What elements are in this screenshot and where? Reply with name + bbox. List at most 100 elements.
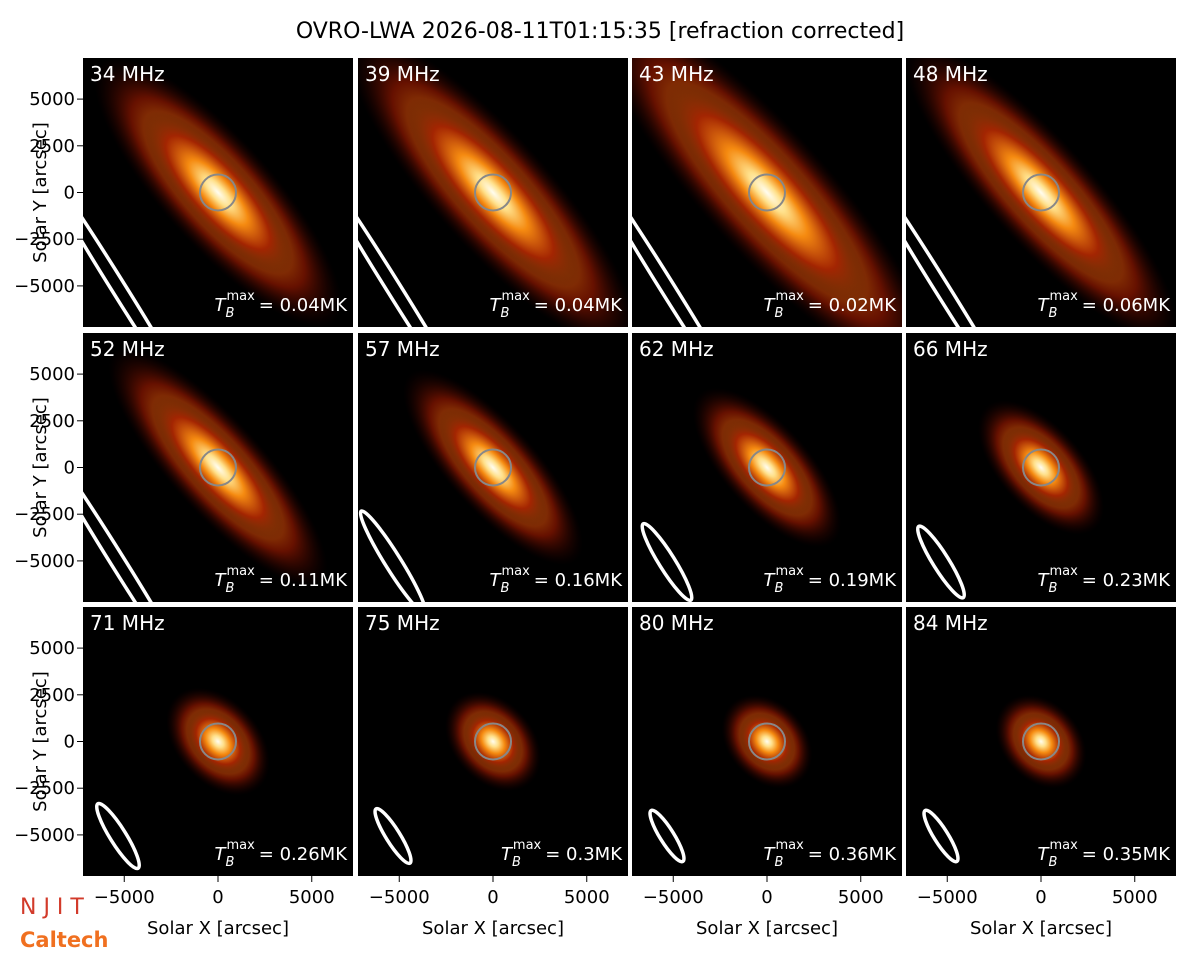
tb-subscript: B	[501, 581, 510, 596]
tb-subscript: B	[775, 855, 784, 870]
tb-max-label: TBmax = 0.04MK	[215, 289, 349, 321]
emission-core	[143, 111, 293, 274]
tb-superscript: max	[775, 564, 804, 579]
y-axis-label: Solar Y [arcsec]	[30, 122, 51, 263]
solar-disk	[474, 722, 512, 761]
y-tick-label: −5000	[14, 551, 75, 572]
tb-superscript: max	[501, 289, 530, 304]
tb-max-label: TBmax = 0.04MK	[490, 289, 624, 321]
solar-disk	[1022, 722, 1060, 761]
solar-disk	[199, 722, 237, 761]
emission-core	[1002, 427, 1080, 508]
tb-symbol: T	[215, 295, 228, 316]
tb-symbol: T	[764, 295, 777, 316]
panel	[83, 58, 353, 327]
logo-caltech: Caltech	[20, 928, 108, 952]
solar-disk	[748, 722, 786, 761]
panel	[906, 58, 1176, 327]
solar-disk	[1022, 173, 1060, 212]
frequency-label: 75 MHz	[365, 611, 440, 635]
x-tick-label: 5000	[838, 887, 884, 908]
tb-max-label: TBmax = 0.11MK	[215, 564, 349, 596]
tb-symbol: T	[490, 295, 503, 316]
frequency-label: 48 MHz	[913, 62, 988, 86]
emission-core	[1013, 713, 1069, 770]
tb-max-label: TBmax = 0.23MK	[1038, 564, 1172, 596]
tb-superscript: max	[775, 289, 804, 304]
y-tick-label: 0	[64, 732, 75, 753]
logo-njit: N J I T	[20, 895, 84, 920]
x-tick-label: −5000	[369, 887, 430, 908]
x-tick-label: 0	[761, 887, 772, 908]
tb-value: = 0.11MK	[259, 570, 348, 591]
panel	[358, 58, 628, 327]
solar-disk	[748, 448, 786, 487]
x-tick-label: −5000	[643, 887, 704, 908]
y-tick-label: 5000	[29, 638, 75, 659]
solar-disk	[748, 173, 786, 212]
tb-symbol: T	[1038, 570, 1051, 591]
panel	[906, 333, 1176, 602]
tb-symbol: T	[490, 570, 503, 591]
figure-title: OVRO-LWA 2026-08-11T01:15:35 [refraction…	[296, 19, 904, 44]
tb-value: = 0.16MK	[534, 570, 623, 591]
solar-disk	[199, 173, 237, 212]
tb-max-label: TBmax = 0.19MK	[764, 564, 898, 596]
y-axis-label: Solar Y [arcsec]	[30, 397, 51, 538]
frequency-label: 43 MHz	[639, 62, 714, 86]
tb-value: = 0.19MK	[808, 570, 897, 591]
y-tick-label: −2500	[14, 504, 75, 525]
x-axis-label: Solar X [arcsec]	[422, 918, 564, 939]
tb-superscript: max	[1049, 838, 1078, 853]
tb-symbol: T	[1038, 295, 1051, 316]
panel	[632, 607, 902, 876]
panel	[358, 333, 628, 602]
panel	[632, 58, 902, 327]
emission-core	[959, 102, 1123, 283]
x-tick-label: 5000	[1112, 887, 1158, 908]
emission-core	[186, 708, 250, 775]
emission-core	[438, 408, 548, 527]
beam	[915, 524, 967, 600]
beam	[373, 806, 413, 866]
y-axis-label: Solar Y [arcsec]	[30, 671, 51, 812]
panel	[906, 607, 1176, 876]
x-tick-label: −5000	[917, 887, 978, 908]
y-tick-label: −5000	[14, 276, 75, 297]
tb-max-label: TBmax = 0.35MK	[1038, 838, 1172, 870]
y-tick-label: 2500	[29, 411, 75, 432]
beam	[922, 808, 960, 864]
y-tick-label: 2500	[29, 136, 75, 157]
tb-symbol: T	[1038, 844, 1051, 865]
panel	[83, 607, 353, 876]
beam	[83, 432, 200, 602]
beam	[640, 521, 694, 602]
beam	[83, 149, 205, 327]
frequency-label: 84 MHz	[913, 611, 988, 635]
x-tick-label: 0	[212, 887, 223, 908]
tb-superscript: max	[226, 289, 255, 304]
frequency-label: 80 MHz	[639, 611, 714, 635]
frequency-label: 39 MHz	[365, 62, 440, 86]
tb-value: = 0.06MK	[1082, 295, 1171, 316]
y-tick-label: −2500	[14, 778, 75, 799]
tb-subscript: B	[775, 306, 784, 321]
tb-symbol: T	[501, 844, 514, 865]
tb-value: = 0.35MK	[1082, 844, 1171, 865]
tb-subscript: B	[226, 855, 235, 870]
tb-subscript: B	[226, 581, 235, 596]
tb-subscript: B	[501, 306, 510, 321]
beam	[906, 149, 1028, 327]
x-tick-label: −5000	[94, 887, 155, 908]
x-axis-label: Solar X [arcsec]	[696, 918, 838, 939]
tb-symbol: T	[764, 570, 777, 591]
tb-superscript: max	[501, 564, 530, 579]
tb-max-label: TBmax = 0.26MK	[215, 838, 349, 870]
tb-subscript: B	[1049, 581, 1058, 596]
tb-value: = 0.02MK	[808, 295, 897, 316]
y-tick-label: −2500	[14, 229, 75, 250]
x-axis-label: Solar X [arcsec]	[970, 918, 1112, 939]
x-tick-label: 0	[1035, 887, 1046, 908]
beam	[95, 801, 141, 871]
